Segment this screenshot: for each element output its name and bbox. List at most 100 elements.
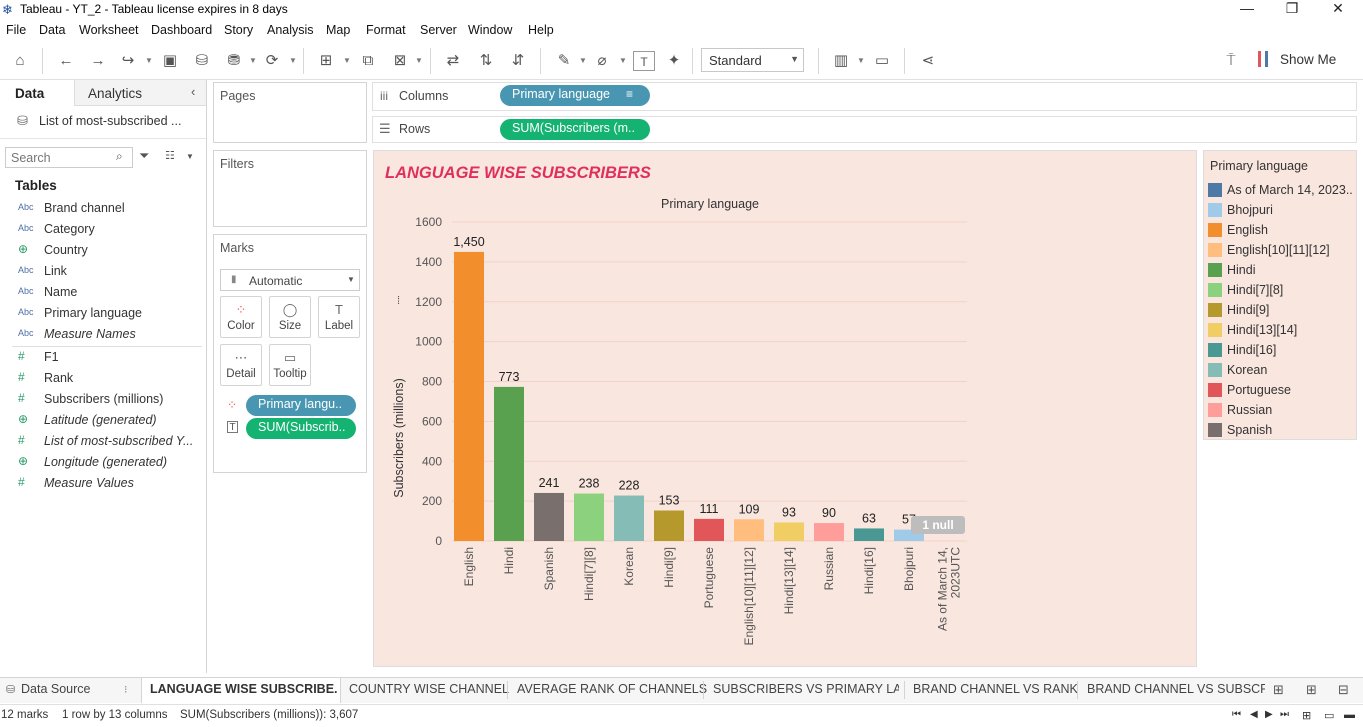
menu-format[interactable]: Format — [366, 23, 406, 37]
measure-field[interactable]: # List of most-subscribed Y... — [0, 431, 200, 452]
bar[interactable] — [694, 518, 724, 541]
duplicate-sheet-icon[interactable]: ⧉ — [362, 52, 374, 69]
measure-field[interactable]: # Measure Values — [0, 473, 200, 494]
legend-item[interactable]: Hindi[16] — [1208, 340, 1356, 360]
tab-scroll-icon[interactable]: ⁝ — [124, 684, 128, 696]
pages-shelf[interactable]: Pages — [213, 82, 367, 143]
color-pill[interactable]: Primary langu.. — [246, 395, 356, 416]
format-painter-icon[interactable]: ⍑ — [1226, 52, 1236, 69]
home-icon[interactable]: ⌂ — [15, 52, 25, 69]
last-sheet-icon[interactable]: ⏭ — [1280, 709, 1289, 720]
axis-sort-icon[interactable]: ⁞ — [397, 295, 400, 307]
rows-pill[interactable]: SUM(Subscribers (m.. — [500, 119, 650, 140]
bar[interactable] — [894, 529, 924, 541]
dimension-field[interactable]: Abc Name — [0, 282, 200, 303]
refresh-dropdown-icon[interactable]: ▼ — [289, 56, 297, 65]
measure-field[interactable]: ⊕ Longitude (generated) — [0, 452, 200, 473]
filter-icon[interactable]: ⏷ — [139, 148, 150, 163]
menu-server[interactable]: Server — [420, 23, 457, 37]
tabs-view-icon[interactable]: ▬ — [1344, 709, 1355, 721]
bar[interactable] — [774, 522, 804, 541]
tab-data[interactable]: Data — [0, 80, 74, 106]
clear-sheet-icon[interactable]: ⊠ — [393, 52, 407, 69]
null-indicator-box[interactable] — [911, 516, 965, 534]
menu-file[interactable]: File — [6, 23, 27, 37]
bar[interactable] — [454, 251, 484, 541]
sheet-tab[interactable]: AVERAGE RANK OF CHANNELS — [517, 682, 708, 696]
dimension-field[interactable]: Abc Category — [0, 219, 200, 240]
highlight-icon[interactable]: ✎ — [557, 52, 571, 69]
view-options-icon[interactable]: ☷ — [165, 150, 175, 162]
new-worksheet-dropdown-icon[interactable]: ▼ — [343, 56, 351, 65]
rows-shelf[interactable]: ☰ Rows SUM(Subscribers (m.. — [372, 116, 1357, 143]
collapse-pane-icon[interactable]: ‹ — [191, 84, 196, 99]
filters-shelf[interactable]: Filters — [213, 150, 367, 227]
size-button[interactable]: ◯ Size — [269, 296, 311, 338]
dimension-field[interactable]: ⊕ Country — [0, 240, 200, 261]
label-pill[interactable]: SUM(Subscrib.. — [246, 418, 356, 439]
cards-dropdown-icon[interactable]: ▼ — [857, 56, 865, 65]
new-worksheet-icon[interactable]: ⊞ — [319, 52, 333, 69]
legend-item[interactable]: Hindi — [1208, 260, 1356, 280]
sheet-tab[interactable]: SUBSCRIBERS VS PRIMARY LA... — [713, 682, 899, 696]
tab-analytics[interactable]: Analytics ‹ — [74, 80, 206, 106]
share-icon[interactable]: ⋖ — [921, 52, 935, 69]
dimension-field[interactable]: Abc Primary language — [0, 303, 200, 324]
menu-map[interactable]: Map — [326, 23, 351, 37]
dimension-field[interactable]: Abc Measure Names — [0, 324, 200, 345]
prev-sheet-icon[interactable]: ◀ — [1250, 709, 1258, 720]
view-options-dropdown-icon[interactable]: ▼ — [186, 152, 194, 161]
menu-window[interactable]: Window — [468, 23, 513, 37]
legend-item[interactable]: Hindi[13][14] — [1208, 320, 1356, 340]
legend-item[interactable]: Portuguese — [1208, 380, 1356, 400]
mark-type-select[interactable]: ▮ Automatic ▼ — [220, 269, 360, 291]
measure-field[interactable]: # Subscribers (millions) — [0, 389, 200, 410]
sort-ascending-icon[interactable]: ⇅ — [479, 52, 493, 69]
columns-pill[interactable]: Primary language ≡ — [500, 85, 650, 106]
color-button[interactable]: ⁘ Color — [220, 296, 262, 338]
legend-item[interactable]: English — [1208, 220, 1356, 240]
legend-item[interactable]: Hindi[9] — [1208, 300, 1356, 320]
datasource-dropdown-icon[interactable]: ▼ — [249, 56, 257, 65]
swap-rows-columns-icon[interactable]: ⇄ — [446, 52, 460, 69]
pause-updates-icon[interactable]: ⛃ — [227, 52, 241, 69]
bar[interactable] — [614, 495, 644, 541]
datasource-name[interactable]: List of most-subscribed ... — [39, 114, 182, 128]
minimize-button[interactable]: — — [1240, 0, 1254, 16]
menu-worksheet[interactable]: Worksheet — [79, 23, 139, 37]
measure-field[interactable]: # Rank — [0, 368, 200, 389]
detail-button[interactable]: ⋯ Detail — [220, 344, 262, 386]
legend-item[interactable]: As of March 14, 2023.. — [1208, 180, 1356, 200]
replay-dropdown-icon[interactable]: ▼ — [145, 56, 153, 65]
bar[interactable] — [854, 528, 884, 541]
bar[interactable] — [654, 510, 684, 541]
menu-analysis[interactable]: Analysis — [267, 23, 314, 37]
show-me-button[interactable]: Show Me — [1256, 50, 1356, 70]
bar-chart[interactable]: LANGUAGE WISE SUBSCRIBERS Primary langua… — [374, 151, 1196, 666]
label-button[interactable]: T Label — [318, 296, 360, 338]
new-worksheet-tab-icon[interactable]: ⊞ — [1273, 682, 1284, 697]
legend-item[interactable]: Russian — [1208, 400, 1356, 420]
restore-button[interactable]: ❐ — [1285, 0, 1299, 16]
legend-item[interactable]: Korean — [1208, 360, 1356, 380]
group-members-icon[interactable]: ⌀ — [597, 52, 607, 69]
legend-item[interactable]: Spanish — [1208, 420, 1356, 440]
redo-icon[interactable]: → — [90, 52, 106, 69]
presentation-mode-icon[interactable]: ▭ — [874, 52, 890, 69]
bar[interactable] — [734, 519, 764, 541]
next-sheet-icon[interactable]: ▶ — [1265, 709, 1273, 720]
show-cards-icon[interactable]: ▥ — [833, 52, 849, 69]
refresh-icon[interactable]: ⟳ — [265, 52, 279, 69]
legend-item[interactable]: Bhojpuri — [1208, 200, 1356, 220]
dimension-field[interactable]: Abc Brand channel — [0, 198, 200, 219]
legend-item[interactable]: Hindi[7][8] — [1208, 280, 1356, 300]
replay-icon[interactable]: ↪ — [121, 52, 135, 69]
close-button[interactable]: ✕ — [1332, 0, 1344, 16]
group-dropdown-icon[interactable]: ▼ — [619, 56, 627, 65]
highlight-dropdown-icon[interactable]: ▼ — [579, 56, 587, 65]
new-dashboard-tab-icon[interactable]: ⊞ — [1306, 682, 1317, 697]
columns-shelf[interactable]: iii Columns Primary language ≡ — [372, 82, 1357, 111]
measure-field[interactable]: # F1 — [0, 347, 200, 368]
sort-descending-icon[interactable]: ⇵ — [511, 52, 525, 69]
filmstrip-icon[interactable]: ▭ — [1324, 710, 1335, 722]
